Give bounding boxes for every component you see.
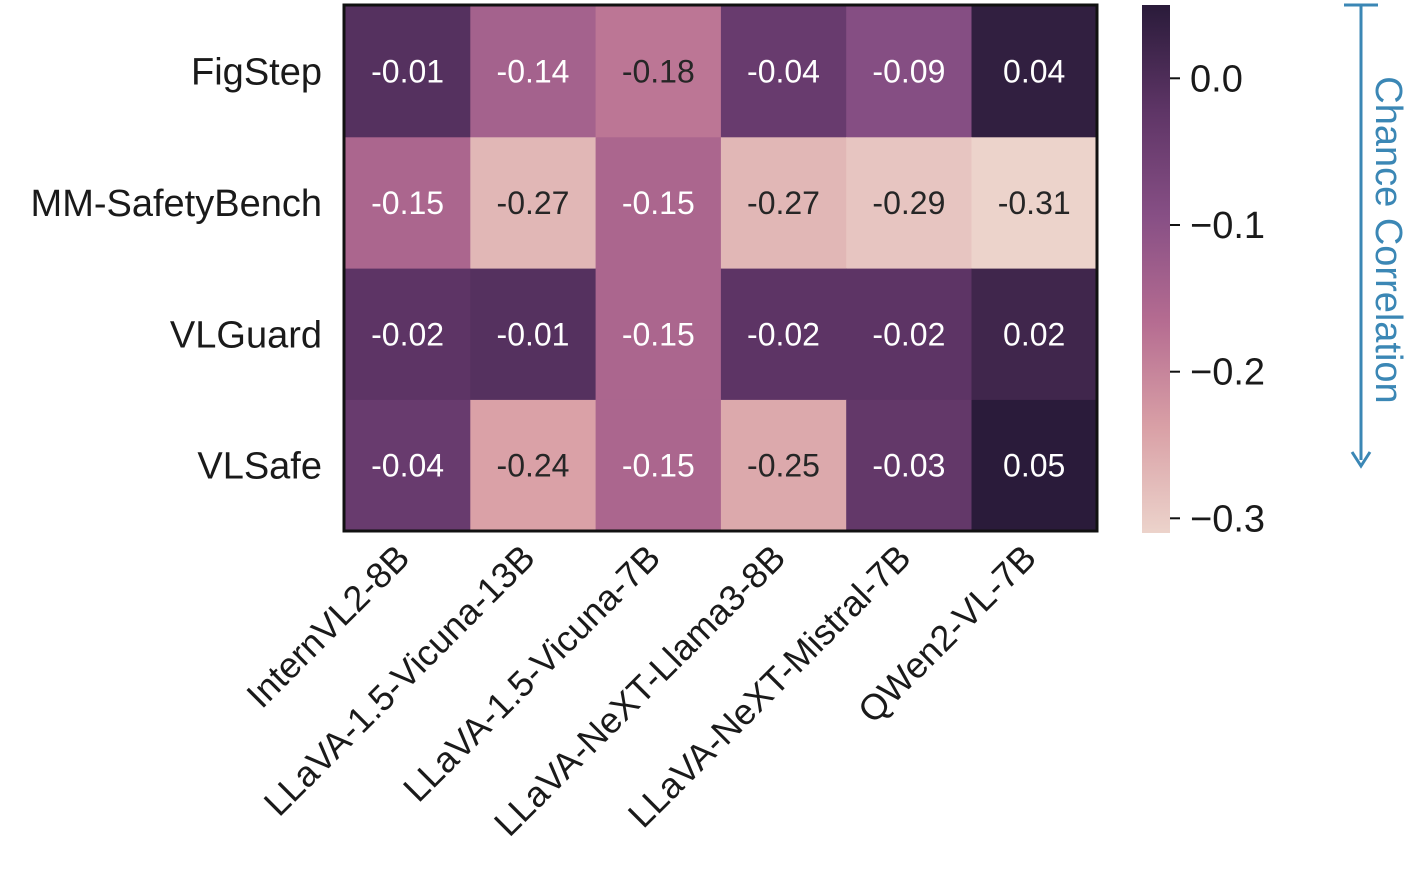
heatmap-cell <box>470 6 597 138</box>
cell-value-label: -0.27 <box>747 185 820 221</box>
heatmap-cell <box>470 268 597 401</box>
heatmap-cell <box>470 399 597 532</box>
heatmap-cell <box>971 137 1098 270</box>
heatmap-cell <box>846 137 973 270</box>
heatmap-cell <box>846 6 973 138</box>
cell-value-label: -0.15 <box>622 316 695 352</box>
cell-value-label: -0.15 <box>371 185 444 221</box>
heatmap-cell <box>846 399 973 532</box>
cell-value-label: -0.15 <box>622 185 695 221</box>
cell-value-label: 0.04 <box>1003 54 1065 90</box>
cell-value-label: -0.02 <box>872 316 945 352</box>
colorbar <box>1142 5 1170 533</box>
heatmap-cell <box>720 6 847 138</box>
heatmap-cell <box>345 268 471 401</box>
heatmap-cell <box>345 399 471 532</box>
heatmap-cell <box>595 399 722 532</box>
heatmap-cell <box>971 6 1098 138</box>
heatmap-cell <box>470 137 597 270</box>
cell-value-label: -0.14 <box>497 54 570 90</box>
row-label: MM-SafetyBench <box>31 183 322 225</box>
cell-value-label: -0.25 <box>747 448 820 484</box>
heatmap-cell <box>846 268 973 401</box>
heatmap-cell <box>345 137 471 270</box>
colorbar-tick-label: −0.1 <box>1190 205 1265 247</box>
column-labels: InternVL2-8BLLaVA-1.5-Vicuna-13BLLaVA-1.… <box>238 537 1044 844</box>
cell-value-label: -0.18 <box>622 54 695 90</box>
heatmap-cell <box>720 137 847 270</box>
heatmap-cells: -0.01 -0.14 -0.18 -0.04 -0.09 0.04 -0.15 -0.27 -… <box>345 6 1098 532</box>
heatmap-cell <box>345 6 471 138</box>
cell-value-label: -0.15 <box>622 448 695 484</box>
cell-value-label: -0.29 <box>872 185 945 221</box>
cell-value-label: -0.01 <box>371 54 444 90</box>
colorbar-ticks: 0.0 −0.1 −0.2 −0.3 <box>1170 58 1265 540</box>
cell-value-label: -0.02 <box>371 316 444 352</box>
heatmap-cell <box>595 268 722 401</box>
cell-value-label: -0.01 <box>497 316 570 352</box>
cell-value-label: 0.02 <box>1003 316 1065 352</box>
cell-value-label: -0.04 <box>371 448 444 484</box>
colorbar-tick-label: −0.3 <box>1190 498 1265 540</box>
cell-value-label: 0.05 <box>1003 448 1065 484</box>
cell-value-label: -0.27 <box>497 185 570 221</box>
colorbar-arrow <box>1344 3 1378 469</box>
heatmap-cell <box>971 268 1098 401</box>
cell-value-label: -0.02 <box>747 316 820 352</box>
cell-value-label: -0.31 <box>998 185 1071 221</box>
colorbar-tick-label: −0.2 <box>1190 352 1265 394</box>
heatmap-cell <box>971 399 1098 532</box>
cell-value-label: -0.24 <box>497 448 570 484</box>
row-labels: FigStep MM-SafetyBench VLGuard VLSafe <box>31 52 322 488</box>
heatmap-cell <box>720 399 847 532</box>
row-label: VLGuard <box>170 314 322 356</box>
cell-value-label: -0.09 <box>872 54 945 90</box>
row-label: FigStep <box>191 52 322 94</box>
colorbar-tick-label: 0.0 <box>1190 58 1243 100</box>
colorbar-title: Chance Correlation <box>1367 76 1409 403</box>
heatmap-cell <box>595 137 722 270</box>
heatmap-cell <box>595 6 722 138</box>
heatmap-cell <box>720 268 847 401</box>
cell-value-label: -0.04 <box>747 54 820 90</box>
cell-value-label: -0.03 <box>872 448 945 484</box>
row-label: VLSafe <box>197 446 322 488</box>
heatmap-frame <box>342 3 1099 533</box>
